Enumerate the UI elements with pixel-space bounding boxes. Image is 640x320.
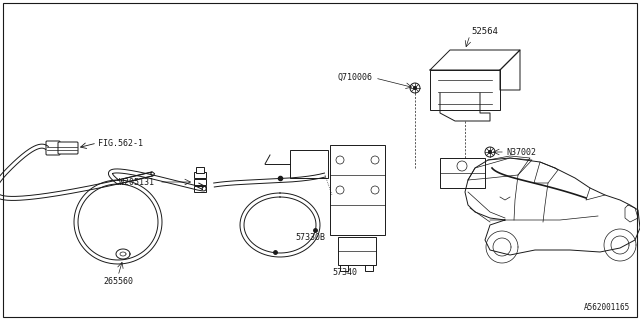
Bar xyxy=(194,186,206,192)
Bar xyxy=(290,150,328,178)
Bar xyxy=(196,167,204,173)
Bar xyxy=(430,70,500,110)
Bar xyxy=(194,179,206,185)
Bar xyxy=(340,265,348,271)
Bar xyxy=(194,172,206,178)
Circle shape xyxy=(413,86,417,90)
Circle shape xyxy=(488,150,492,154)
Text: 57340: 57340 xyxy=(332,268,357,277)
Text: 265560: 265560 xyxy=(103,277,133,286)
Text: W205131: W205131 xyxy=(119,178,154,187)
Bar xyxy=(338,237,376,265)
Text: 52564: 52564 xyxy=(471,27,498,36)
Bar xyxy=(365,265,373,271)
FancyBboxPatch shape xyxy=(58,142,78,154)
Bar xyxy=(330,145,385,235)
Text: 57330B: 57330B xyxy=(295,233,325,242)
Text: FIG.562-1: FIG.562-1 xyxy=(98,139,143,148)
Bar xyxy=(440,158,485,188)
FancyBboxPatch shape xyxy=(46,141,60,155)
Text: A562001165: A562001165 xyxy=(584,303,630,312)
Text: Q710006: Q710006 xyxy=(338,73,373,82)
Text: N37002: N37002 xyxy=(506,148,536,156)
